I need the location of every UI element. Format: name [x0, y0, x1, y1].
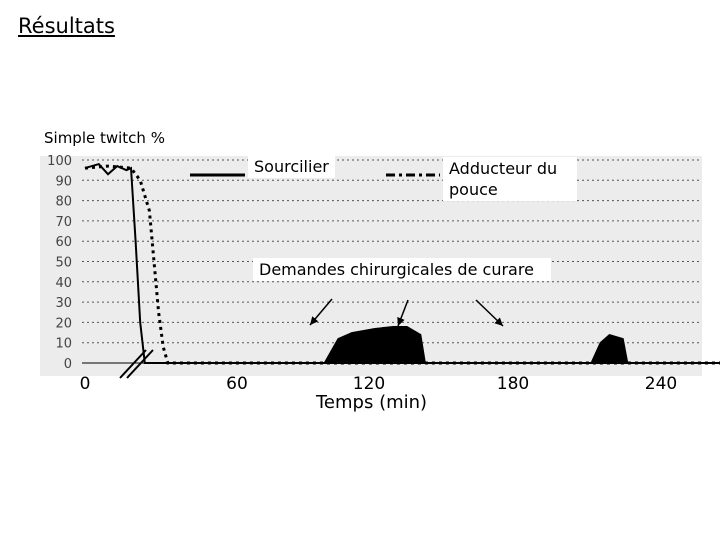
axis-break-mark	[126, 349, 154, 379]
chart-decorations	[119, 173, 504, 379]
y-tick-label: 50	[55, 256, 72, 271]
y-tick-label: 70	[55, 215, 72, 230]
y-tick-label: 100	[47, 154, 72, 169]
y-tick-label: 60	[55, 235, 72, 250]
y-tick-label: 30	[55, 296, 72, 311]
y-tick-label: 10	[55, 337, 72, 352]
y-tick-label: 90	[55, 174, 72, 189]
y-axis-label: Simple twitch %	[44, 129, 165, 147]
axis-break-mark	[119, 349, 147, 379]
x-tick-label: 180	[497, 374, 529, 394]
x-tick-label: 60	[226, 374, 248, 394]
annotation-arrowhead	[310, 316, 319, 325]
y-tick-label: 80	[55, 195, 72, 210]
curare-area	[323, 325, 426, 364]
series-line	[84, 162, 720, 364]
x-tick-labels: 0 60 120 180 240	[80, 374, 678, 394]
x-tick-label: 0	[80, 374, 91, 394]
series-line	[84, 164, 720, 365]
y-tick-label: 20	[55, 316, 72, 331]
curare-areas	[323, 325, 629, 364]
legend-label-sourcilier: Sourcilier	[248, 155, 335, 178]
slide-title: Résultats	[18, 14, 115, 38]
annotation-arrowhead	[397, 317, 405, 326]
x-axis-label: Temps (min)	[316, 392, 428, 413]
x-tick-label: 240	[645, 374, 677, 394]
legend-label-adducteur: Adducteur du pouce	[443, 157, 577, 201]
annotation-arrowhead	[494, 317, 503, 326]
y-tick-label: 0	[64, 357, 72, 372]
series-lines	[84, 162, 720, 365]
y-tick-label: 40	[55, 276, 72, 291]
x-tick-label: 120	[353, 374, 385, 394]
annotation-curare: Demandes chirurgicales de curare	[253, 258, 551, 281]
